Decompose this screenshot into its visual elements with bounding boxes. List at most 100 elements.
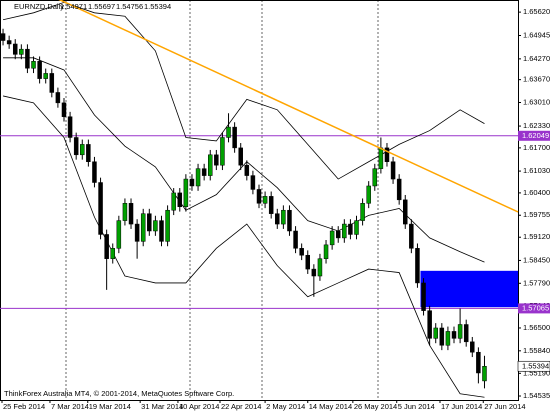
- ohlc-open: 1.54971: [60, 2, 87, 11]
- candle-body: [463, 324, 469, 343]
- y-tick-label: 1.62330: [523, 121, 550, 130]
- candle-body: [262, 196, 268, 204]
- ohlc-high: 1.55697: [88, 2, 115, 11]
- candle-body: [189, 178, 195, 187]
- candle-body: [384, 147, 390, 162]
- price-tag: [517, 360, 550, 372]
- y-tick-label: 1.64945: [523, 30, 550, 39]
- level-tag: [518, 303, 550, 314]
- candle-body: [293, 230, 298, 249]
- candle-body: [86, 144, 91, 162]
- candle-body: [348, 223, 353, 235]
- candle-body: [122, 203, 128, 221]
- candle-body: [238, 147, 243, 166]
- candle-body: [390, 161, 396, 180]
- x-tick-label: 5 Jun 2014: [398, 402, 435, 411]
- candle-body: [244, 164, 250, 176]
- candle-body: [183, 178, 189, 208]
- candle-body: [378, 147, 384, 169]
- candle-body: [19, 48, 24, 55]
- candle-body: [61, 102, 67, 117]
- y-tick-label: 1.55840: [523, 346, 550, 355]
- symbol: EURNZD,Daily: [14, 2, 64, 11]
- candle-body: [305, 254, 311, 270]
- price-tag-label: 1.55394: [522, 361, 549, 370]
- candle-body: [207, 154, 213, 176]
- x-tick-label: 7 Mar 2014: [51, 402, 89, 411]
- candle-body: [482, 366, 487, 382]
- x-tick-label: 25 Feb 2014: [3, 402, 45, 411]
- x-tick-label: 19 Mar 2014: [89, 402, 131, 411]
- indicator-line: [2, 95, 485, 398]
- y-tick-label: 1.63670: [523, 75, 550, 84]
- candle-body: [226, 126, 231, 138]
- candle-body: [220, 137, 225, 166]
- layer: [0, 0, 519, 398]
- x-tick-label: 27 Jun 2014: [484, 402, 525, 411]
- candle-body: [354, 220, 359, 235]
- candle-body: [98, 182, 103, 235]
- y-tick-label: 1.61700: [523, 143, 550, 152]
- candle-body: [317, 258, 323, 277]
- trend-line: [58, 0, 519, 213]
- y-tick-label: 1.58450: [523, 255, 550, 264]
- y-tick-label: 1.59755: [523, 210, 550, 219]
- candle-body: [159, 220, 164, 242]
- candle-body: [396, 178, 402, 201]
- candle-body: [457, 324, 463, 339]
- y-tick-label: 1.59120: [523, 232, 550, 241]
- candle-body: [110, 248, 115, 259]
- candle-body: [287, 209, 292, 232]
- y-tick-label: 1.54535: [523, 391, 550, 400]
- candle-body: [232, 126, 237, 149]
- candle-body: [256, 189, 262, 204]
- candle-body: [80, 144, 85, 156]
- candle-body: [12, 43, 18, 55]
- candle-body: [177, 192, 183, 208]
- candle-body: [415, 248, 420, 284]
- candle-body: [43, 73, 48, 79]
- candle-body: [116, 220, 122, 249]
- y-tick-label: 1.56500: [523, 323, 550, 332]
- y-tick-label: 1.57790: [523, 278, 550, 287]
- candle-body: [342, 223, 347, 239]
- separators: [65, 0, 379, 400]
- y-tick-label: 1.65620: [523, 7, 550, 16]
- candle-body: [195, 168, 201, 187]
- candle-body: [409, 223, 414, 249]
- level-tag-label: 1.57065: [522, 303, 549, 312]
- candle-body: [403, 199, 408, 225]
- candle-body: [275, 213, 280, 225]
- candle-body: [250, 175, 256, 190]
- candle-body: [73, 137, 79, 156]
- candle-body: [268, 196, 274, 214]
- candle-body: [165, 209, 170, 242]
- candle-body: [335, 230, 341, 239]
- candle-body: [128, 203, 134, 225]
- candle-body: [299, 248, 304, 256]
- candle-body: [31, 61, 36, 69]
- y-tick-label: 1.60400: [523, 188, 550, 197]
- candle-body: [451, 331, 457, 339]
- level-tag: [518, 130, 550, 141]
- candle-body: [329, 230, 335, 246]
- candle-body: [201, 168, 207, 176]
- x-tick-label: 2 May 2014: [266, 402, 305, 411]
- candle-body: [25, 48, 30, 69]
- candle-body: [470, 341, 475, 353]
- candle-body: [153, 220, 158, 232]
- x-tick-label: 26 May 2014: [354, 402, 397, 411]
- candle-body: [104, 234, 109, 259]
- candle-body: [372, 168, 378, 187]
- ohlc-low: 1.54756: [116, 2, 143, 11]
- y-tick-label: 1.55190: [523, 368, 550, 377]
- candle-body: [311, 268, 317, 277]
- candle-body: [171, 192, 176, 211]
- candle-body: [37, 61, 42, 79]
- candle-body: [360, 203, 365, 221]
- candle-body: [134, 223, 140, 242]
- candle-body: [433, 327, 438, 339]
- x-tick-label: 31 Mar 2014: [141, 402, 183, 411]
- candle-body: [6, 40, 12, 45]
